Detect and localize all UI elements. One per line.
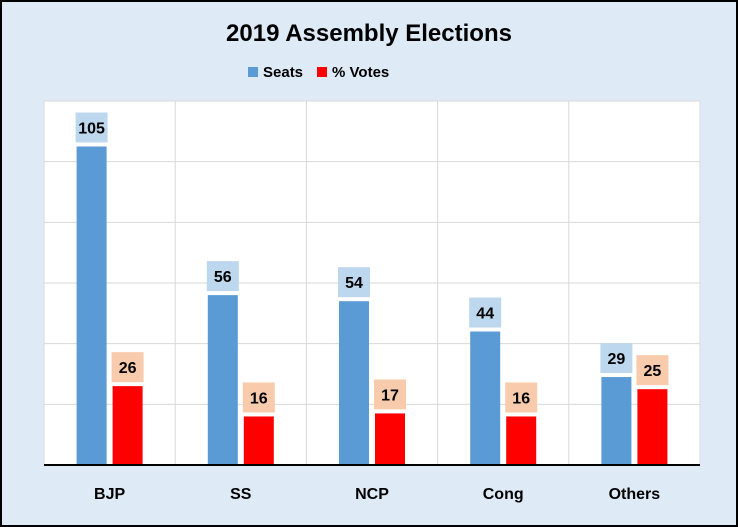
data-label-bg	[374, 379, 406, 410]
category-label: Others	[609, 486, 661, 503]
bar-votes	[243, 416, 274, 465]
legend-item-seats: Seats	[248, 64, 303, 81]
data-label: 16	[512, 390, 530, 407]
data-label: 56	[214, 269, 232, 286]
legend-swatch-votes	[317, 67, 328, 77]
data-label: 44	[476, 306, 494, 323]
data-label: 17	[381, 387, 399, 404]
category-label: SS	[230, 486, 252, 503]
legend-label-seats: Seats	[263, 63, 304, 81]
chart-title: 2019 Assembly Elections	[226, 20, 512, 47]
data-label-bg	[242, 382, 275, 413]
data-label-bg	[636, 355, 669, 386]
bar-votes	[112, 386, 143, 465]
bar-votes	[375, 413, 405, 465]
data-label-bg	[206, 261, 239, 292]
bar-seats	[76, 146, 107, 465]
data-label: 29	[608, 351, 626, 368]
data-label: 26	[119, 360, 137, 377]
bar-votes	[637, 389, 668, 465]
legend: Seats % Votes	[248, 63, 403, 81]
data-label: 25	[644, 363, 662, 380]
data-label-bg	[469, 297, 502, 328]
data-label-bg	[505, 382, 538, 413]
legend-label-votes: % Votes	[332, 63, 390, 81]
bar-seats	[470, 331, 501, 465]
data-label: 16	[250, 390, 268, 407]
category-label: NCP	[355, 486, 389, 503]
data-label-bg	[338, 267, 370, 298]
bar-seats	[207, 295, 238, 465]
data-label-bg	[111, 352, 144, 383]
data-label-bg	[600, 343, 633, 374]
legend-swatch-seats	[248, 67, 258, 77]
bar-votes	[506, 416, 537, 465]
category-label: Cong	[483, 486, 524, 503]
bar-seats	[339, 301, 369, 465]
data-label-bg	[75, 112, 108, 143]
legend-item-votes: % Votes	[317, 64, 389, 81]
category-label: BJP	[94, 486, 125, 503]
data-label: 54	[345, 275, 363, 292]
data-label: 105	[78, 121, 105, 138]
bar-seats	[601, 377, 632, 465]
